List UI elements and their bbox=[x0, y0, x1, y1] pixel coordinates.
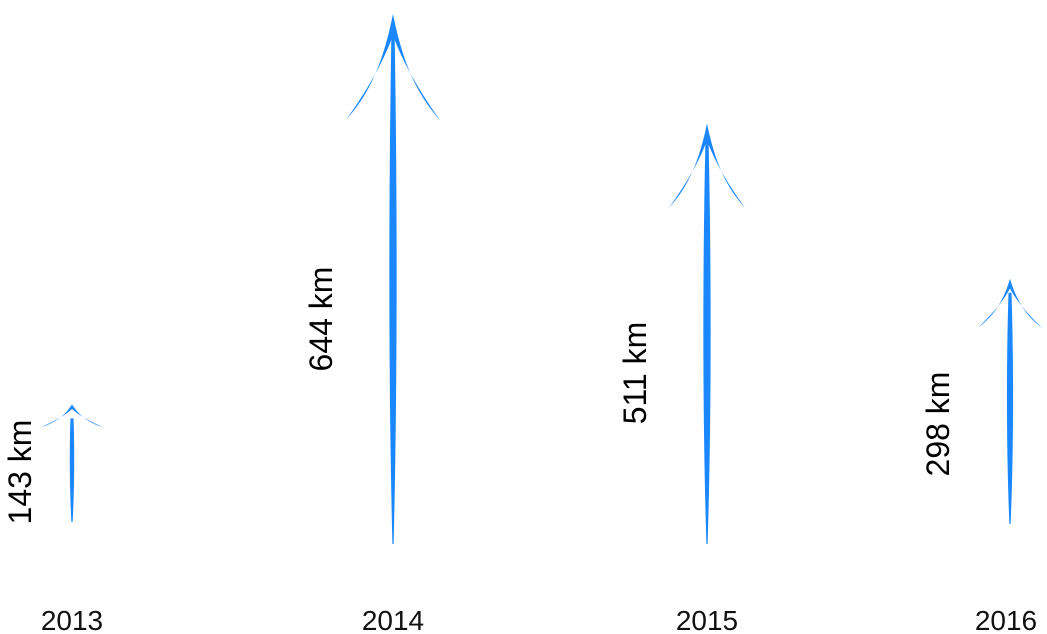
arrow-shaft bbox=[703, 137, 710, 544]
value-label-2015: 511 km bbox=[617, 322, 653, 425]
value-label-2013: 143 km bbox=[2, 420, 38, 525]
year-label-2016: 2016 bbox=[975, 605, 1037, 634]
arrow-shaft bbox=[389, 28, 396, 544]
year-label-2014: 2014 bbox=[362, 605, 424, 634]
arrow-shaft bbox=[1007, 293, 1013, 524]
arrow-shaft bbox=[70, 418, 74, 522]
arrow-2016 bbox=[978, 279, 1042, 524]
value-label-2016: 298 km bbox=[920, 372, 956, 477]
year-label-2015: 2015 bbox=[676, 605, 738, 634]
arrow-2015 bbox=[669, 123, 745, 544]
arrow-2013 bbox=[40, 404, 104, 522]
year-label-2013: 2013 bbox=[41, 605, 103, 634]
arrow-2014 bbox=[346, 14, 440, 544]
value-label-2014: 644 km bbox=[303, 267, 339, 372]
